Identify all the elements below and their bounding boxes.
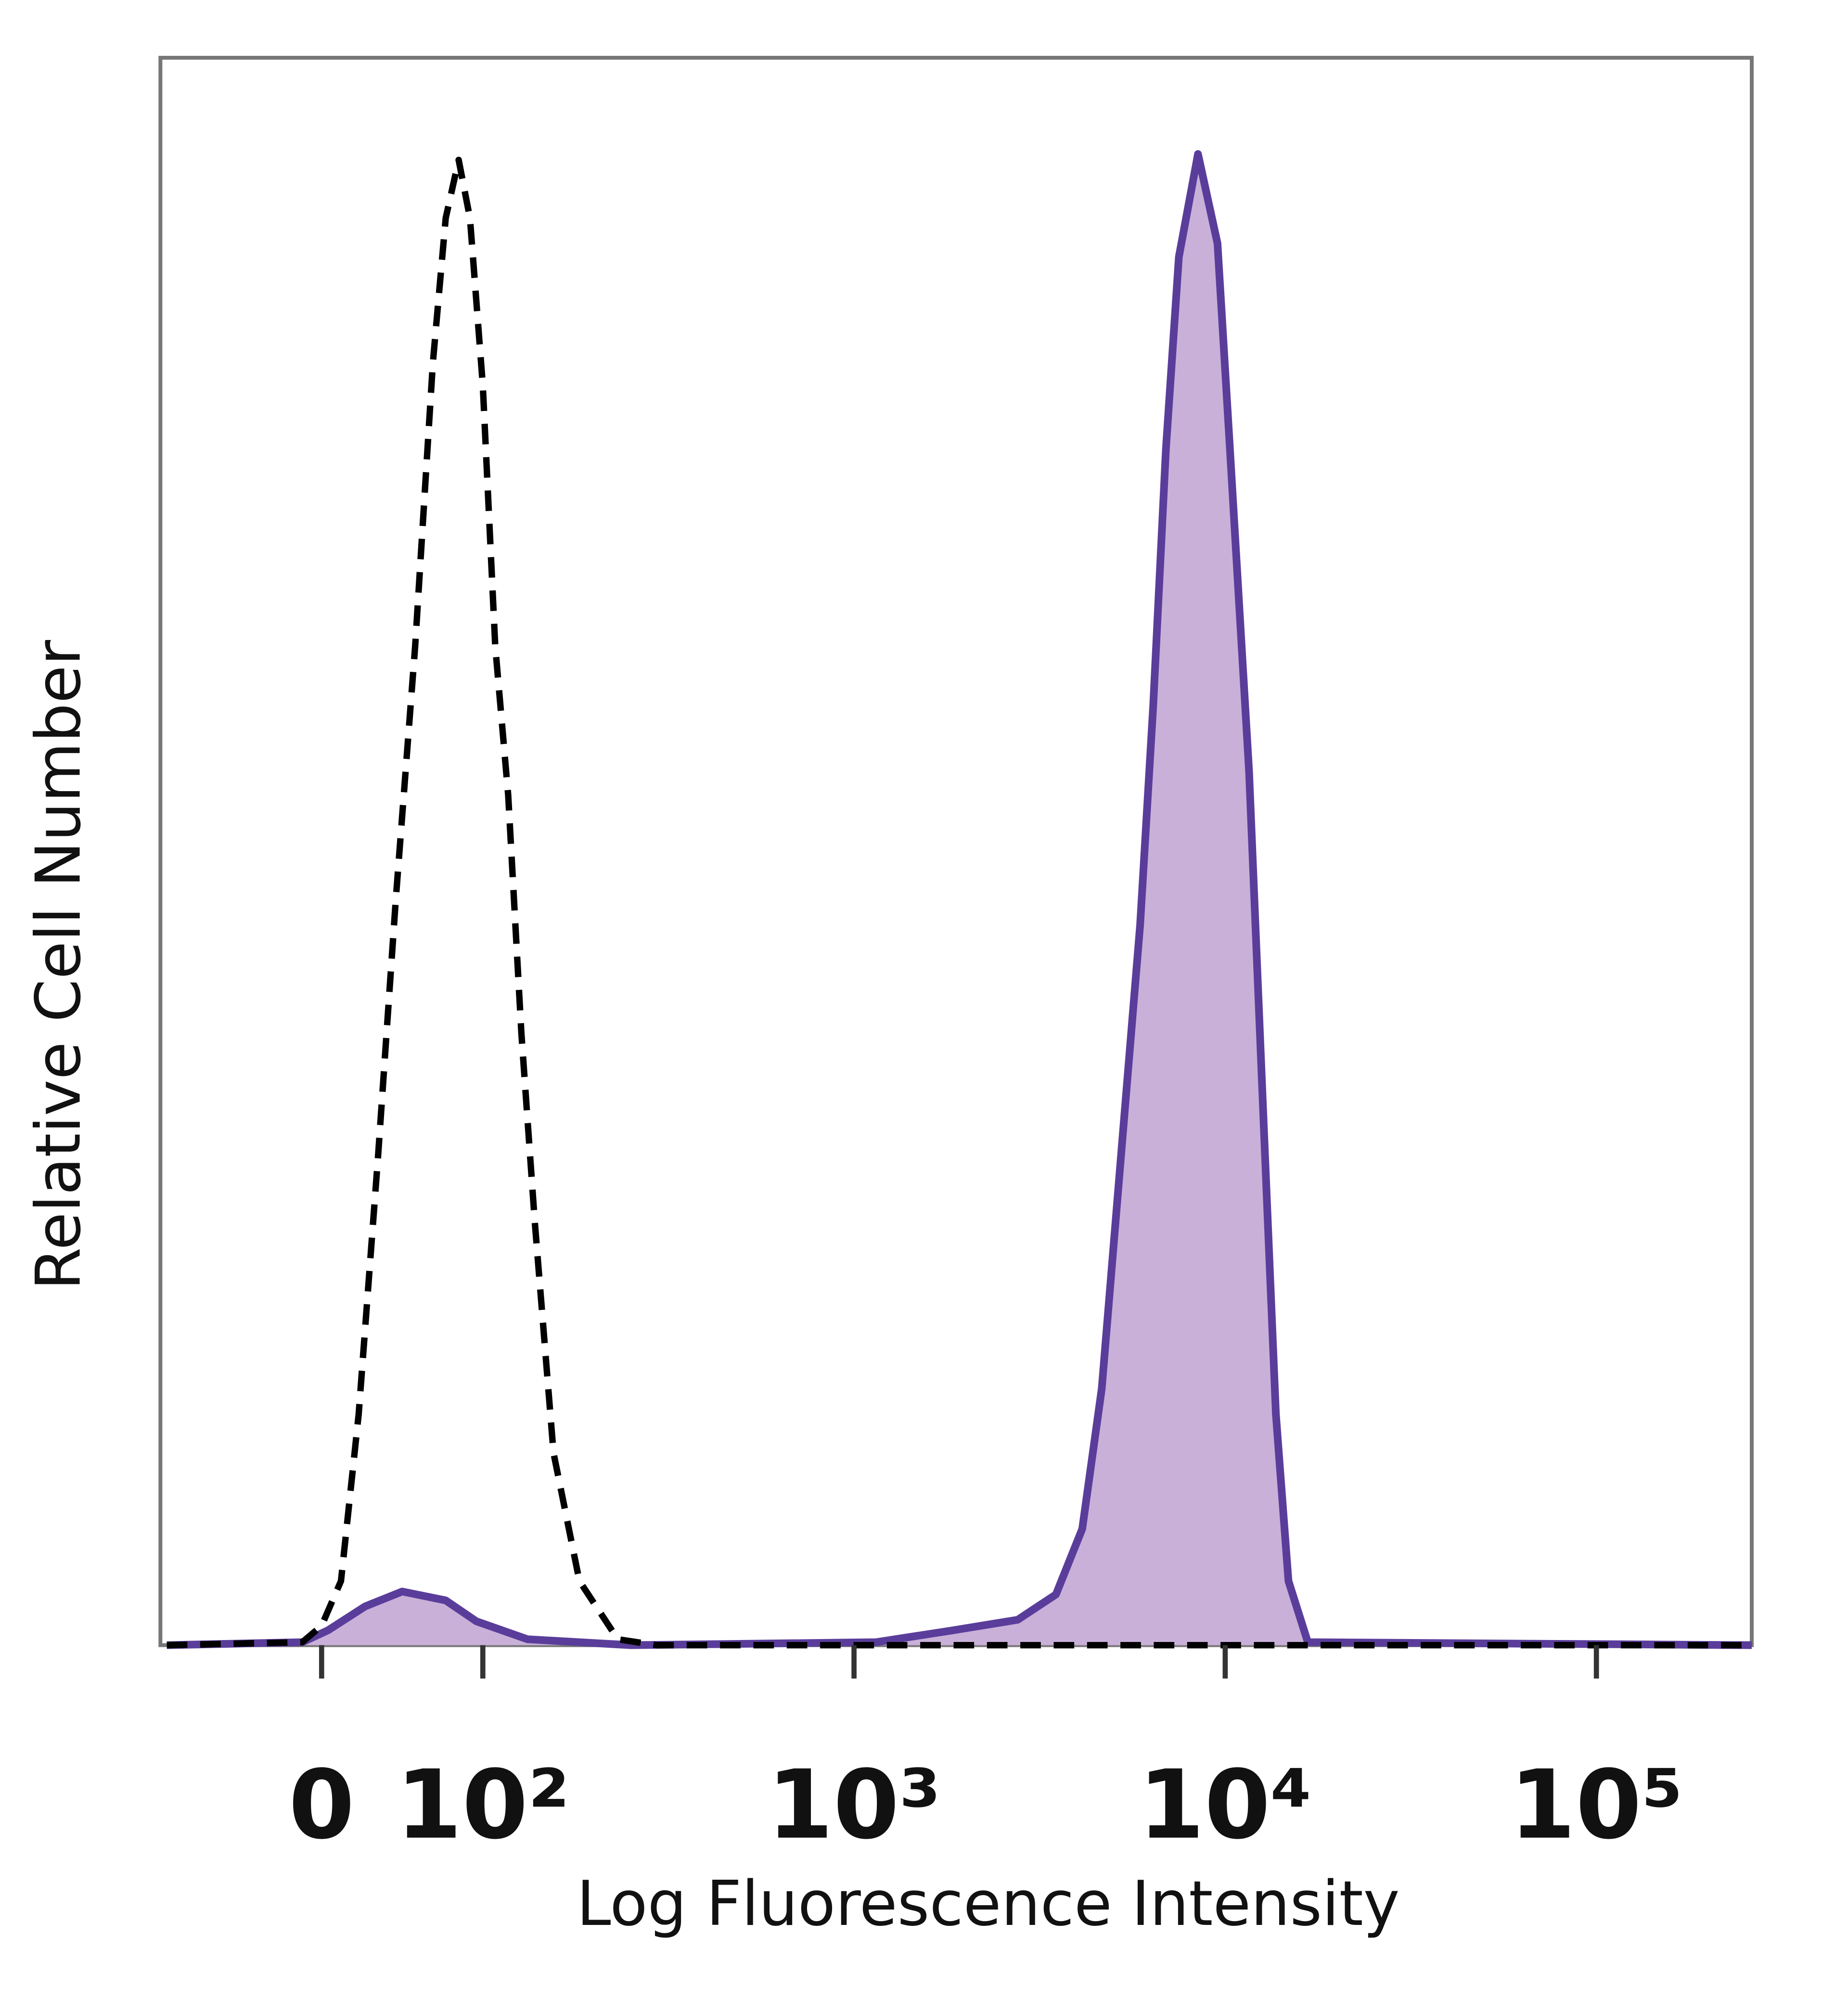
y-axis-title: Relative Cell Number xyxy=(23,640,94,1290)
x-tick-label: 10⁵ xyxy=(1510,1750,1683,1860)
x-tick-label: 10³ xyxy=(767,1750,941,1860)
plot-frame xyxy=(158,56,1754,1647)
x-tick-label: 10⁴ xyxy=(1138,1750,1312,1860)
line xyxy=(167,150,1752,1649)
x-tick-label: 10² xyxy=(396,1750,570,1860)
x-axis-title: Log Fluorescence Intensity xyxy=(577,1868,1399,1940)
x-tick-label: 0 xyxy=(289,1750,355,1860)
